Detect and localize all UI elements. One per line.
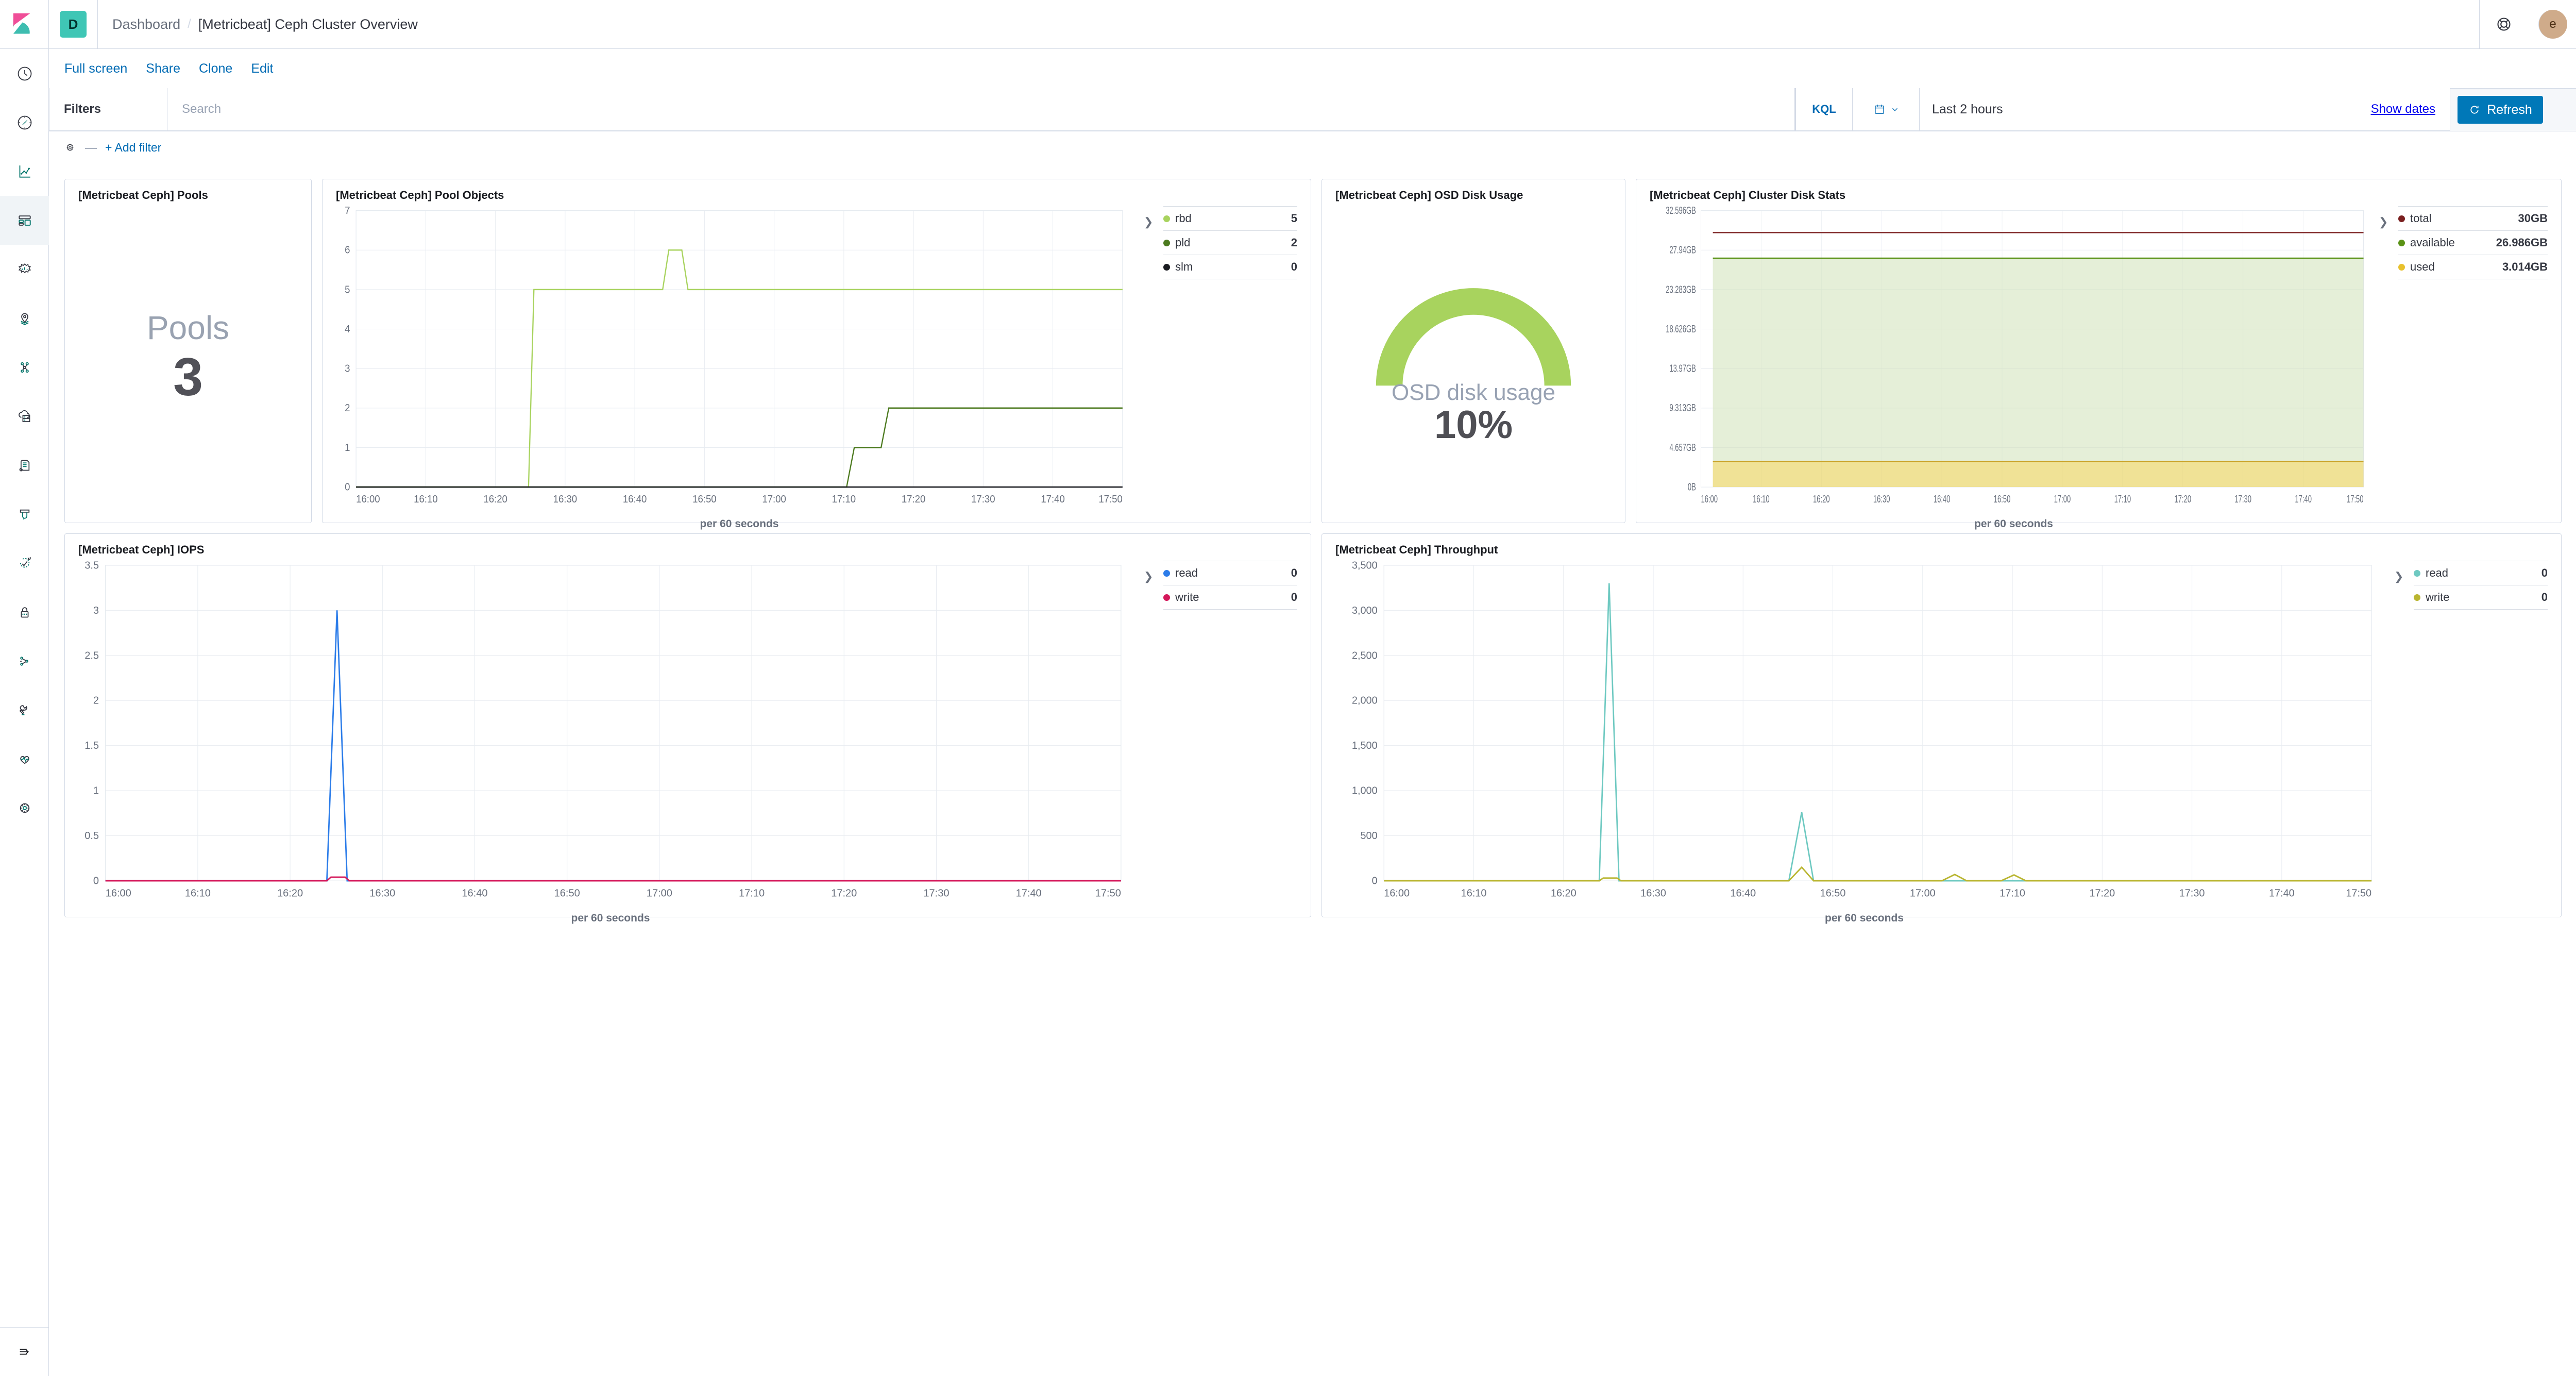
svg-text:17:00: 17:00 — [762, 493, 786, 505]
svg-text:16:20: 16:20 — [1551, 887, 1577, 899]
svg-text:17:20: 17:20 — [2089, 887, 2115, 899]
svg-text:32.596GB: 32.596GB — [1666, 205, 1696, 216]
svg-text:9.313GB: 9.313GB — [1669, 402, 1696, 414]
svg-text:16:40: 16:40 — [462, 887, 487, 899]
svg-text:1: 1 — [93, 785, 99, 796]
svg-text:17:50: 17:50 — [2347, 493, 2364, 505]
svg-text:4.657GB: 4.657GB — [1669, 442, 1696, 454]
svg-text:0.5: 0.5 — [84, 830, 99, 842]
svg-text:17:30: 17:30 — [2179, 887, 2205, 899]
svg-text:17:20: 17:20 — [902, 493, 926, 505]
svg-text:16:40: 16:40 — [623, 493, 647, 505]
svg-text:16:30: 16:30 — [1640, 887, 1666, 899]
svg-text:16:50: 16:50 — [554, 887, 580, 899]
svg-text:17:50: 17:50 — [1098, 493, 1123, 505]
svg-text:16:30: 16:30 — [369, 887, 395, 899]
svg-text:16:40: 16:40 — [1934, 493, 1951, 505]
svg-text:27.94GB: 27.94GB — [1669, 244, 1696, 256]
svg-text:3,500: 3,500 — [1352, 560, 1378, 571]
svg-text:16:20: 16:20 — [1813, 493, 1830, 505]
svg-text:17:10: 17:10 — [739, 887, 765, 899]
svg-text:17:40: 17:40 — [1016, 887, 1042, 899]
svg-text:16:10: 16:10 — [185, 887, 211, 899]
svg-text:16:30: 16:30 — [553, 493, 578, 505]
svg-text:16:30: 16:30 — [1873, 493, 1890, 505]
svg-text:17:00: 17:00 — [2054, 493, 2071, 505]
svg-text:16:10: 16:10 — [1461, 887, 1487, 899]
svg-text:17:20: 17:20 — [2175, 493, 2192, 505]
svg-text:17:10: 17:10 — [2114, 493, 2131, 505]
svg-text:16:10: 16:10 — [1753, 493, 1770, 505]
svg-text:17:40: 17:40 — [2295, 493, 2312, 505]
svg-text:16:40: 16:40 — [1730, 887, 1756, 899]
svg-text:0: 0 — [1372, 875, 1378, 886]
svg-text:17:40: 17:40 — [2269, 887, 2295, 899]
svg-text:1: 1 — [345, 442, 350, 454]
svg-text:16:00: 16:00 — [1384, 887, 1410, 899]
svg-text:2,000: 2,000 — [1352, 695, 1378, 706]
svg-text:17:30: 17:30 — [971, 493, 995, 505]
svg-text:2,500: 2,500 — [1352, 650, 1378, 661]
svg-text:17:50: 17:50 — [1095, 887, 1121, 899]
svg-text:6: 6 — [345, 244, 350, 256]
svg-text:2: 2 — [93, 695, 99, 706]
svg-text:500: 500 — [1361, 830, 1378, 842]
svg-text:0: 0 — [93, 875, 99, 886]
svg-text:16:20: 16:20 — [277, 887, 303, 899]
svg-text:17:40: 17:40 — [1041, 493, 1065, 505]
svg-text:17:00: 17:00 — [647, 887, 672, 899]
svg-text:3: 3 — [345, 363, 350, 375]
svg-text:17:10: 17:10 — [1999, 887, 2025, 899]
svg-text:0B: 0B — [1688, 481, 1696, 493]
svg-text:4: 4 — [345, 323, 350, 335]
svg-text:16:50: 16:50 — [692, 493, 717, 505]
svg-text:16:00: 16:00 — [1701, 493, 1718, 505]
svg-text:16:50: 16:50 — [1994, 493, 2011, 505]
svg-text:5: 5 — [345, 284, 350, 296]
svg-text:3,000: 3,000 — [1352, 605, 1378, 616]
svg-text:17:10: 17:10 — [832, 493, 856, 505]
svg-text:2.5: 2.5 — [84, 650, 99, 661]
svg-text:17:00: 17:00 — [1910, 887, 1936, 899]
svg-text:2: 2 — [345, 402, 350, 414]
svg-text:1,500: 1,500 — [1352, 740, 1378, 751]
svg-text:16:00: 16:00 — [356, 493, 380, 505]
svg-text:17:30: 17:30 — [923, 887, 949, 899]
svg-text:17:30: 17:30 — [2234, 493, 2251, 505]
svg-text:17:50: 17:50 — [2346, 887, 2371, 899]
svg-text:3.5: 3.5 — [84, 560, 99, 571]
svg-text:1.5: 1.5 — [84, 740, 99, 751]
svg-text:18.626GB: 18.626GB — [1666, 323, 1696, 335]
svg-text:16:20: 16:20 — [483, 493, 507, 505]
svg-text:0: 0 — [345, 481, 350, 493]
svg-text:16:50: 16:50 — [1820, 887, 1846, 899]
svg-text:16:10: 16:10 — [414, 493, 438, 505]
svg-text:7: 7 — [345, 205, 350, 216]
svg-text:13.97GB: 13.97GB — [1669, 363, 1696, 375]
svg-text:17:20: 17:20 — [831, 887, 857, 899]
svg-text:16:00: 16:00 — [106, 887, 131, 899]
svg-text:1,000: 1,000 — [1352, 785, 1378, 796]
svg-text:23.283GB: 23.283GB — [1666, 283, 1696, 295]
svg-text:3: 3 — [93, 605, 99, 616]
